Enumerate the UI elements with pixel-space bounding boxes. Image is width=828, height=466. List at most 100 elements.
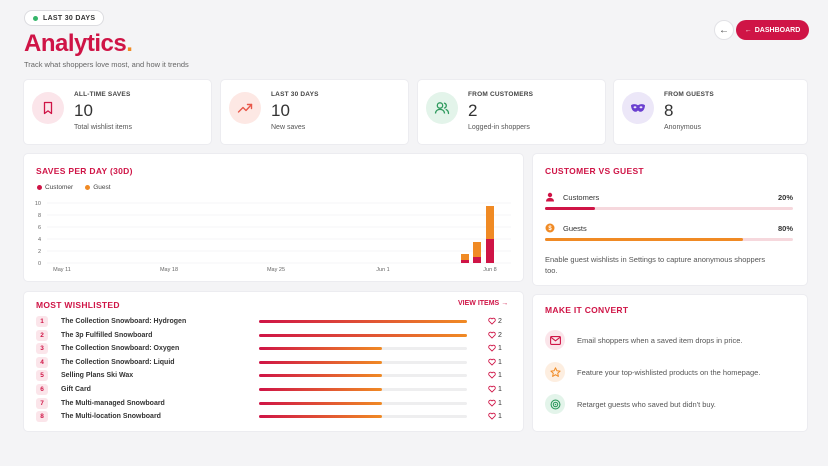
stat-card-guests: FROM GUESTS 8 Anonymous [614, 80, 807, 144]
rank-badge: 6 [36, 384, 48, 395]
product-name: Selling Plans Ski Wax [61, 372, 134, 380]
saves-chart: 0 2 4 6 8 10 May 11 May 18 May 25 Jun 1 Jun 8 [35, 201, 511, 273]
save-count: 2 [498, 331, 502, 339]
legend-label: Guest [93, 184, 111, 191]
save-count: 1 [498, 358, 502, 366]
users-icon [426, 92, 458, 124]
stat-label: ALL-TIME SAVES [74, 91, 131, 98]
y-tick-label: 10 [35, 201, 41, 207]
product-name: The Multi-location Snowboard [61, 413, 161, 421]
popularity-fill [259, 333, 467, 337]
x-tick-label: May 25 [267, 267, 285, 273]
popularity-track [259, 401, 467, 405]
customer-vs-guest-card: CUSTOMER VS GUEST Customers 20% $ Guests… [533, 154, 807, 285]
cvg-percent: 80% [777, 224, 793, 233]
popularity-track [259, 320, 467, 323]
list-item[interactable]: 2 The 3p Fulfilled Snowboard 2 [36, 329, 516, 342]
list-item[interactable]: 5 Selling Plans Ski Wax 1 [36, 370, 516, 382]
popularity-track [259, 415, 467, 419]
stat-card-last-30: LAST 30 DAYS 10 New saves [221, 80, 408, 144]
make-it-convert-title: MAKE IT CONVERT [545, 305, 629, 315]
dashboard-button-label: DASHBOARD [754, 26, 801, 34]
period-badge: LAST 30 DAYS [24, 10, 105, 26]
user-icon [546, 192, 554, 202]
heart-icon [488, 385, 496, 393]
list-item[interactable]: 6 Gift Card 1 [36, 384, 516, 396]
page-title: Analytics. [24, 30, 133, 58]
status-dot-icon [33, 15, 38, 21]
rank-badge: 4 [36, 356, 48, 368]
product-name: The 3p Fulfilled Snowboard [61, 331, 153, 339]
popularity-fill [259, 401, 382, 405]
dashboard-button[interactable]: ← DASHBOARD [736, 20, 809, 40]
popularity-fill [259, 347, 382, 351]
list-item[interactable]: 8 The Multi-location Snowboard 1 [36, 411, 516, 423]
saves-chart-title: SAVES PER DAY (30D) [36, 166, 133, 176]
cvg-fill-guests [545, 238, 744, 241]
x-tick-label: Jun 8 [483, 267, 496, 273]
make-it-convert-card: MAKE IT CONVERT Email shoppers when a sa… [533, 295, 807, 431]
saves-chart-card: SAVES PER DAY (30D) Customer Guest 0 2 4 6 8… [24, 154, 523, 281]
product-name: Gift Card [61, 386, 91, 393]
legend-label: Customer [45, 184, 74, 191]
stat-caption: New saves [271, 124, 306, 131]
view-items-link[interactable]: VIEW ITEMS → [458, 300, 508, 307]
stat-caption: Logged-in shoppers [468, 124, 530, 131]
stat-value: 8 [664, 101, 674, 120]
legend-item-guest: Guest [85, 184, 111, 191]
list-item[interactable]: 3 The Collection Snowboard: Oxygen 1 [36, 343, 516, 355]
target-icon [545, 394, 565, 414]
heart-icon [488, 413, 496, 420]
arrow-right-icon: → [501, 300, 509, 307]
save-count: 1 [498, 413, 502, 421]
tip-item: Email shoppers when a saved item drops i… [545, 330, 805, 350]
list-item[interactable]: 4 The Collection Snowboard: Liquid 1 [36, 356, 516, 369]
tip-text: Feature your top-wishlisted products on … [577, 368, 761, 377]
mail-icon [545, 330, 565, 350]
popularity-fill [259, 360, 382, 364]
product-name: The Collection Snowboard: Liquid [61, 358, 175, 366]
save-count: 1 [498, 372, 502, 380]
list-item[interactable]: 7 The Multi-managed Snowboard 1 [36, 397, 516, 410]
rank-badge: 8 [36, 411, 48, 423]
cvg-label: Customers [563, 193, 600, 202]
svg-text:$: $ [548, 226, 552, 232]
legend-swatch-icon [37, 185, 42, 190]
list-item[interactable]: 1 The Collection Snowboard: Hydrogen 2 [36, 316, 516, 328]
stat-card-all-time: ALL-TIME SAVES 10 Total wishlist items [24, 80, 211, 144]
heart-icon [488, 399, 496, 407]
rank-badge: 1 [36, 316, 48, 327]
bar-customer [473, 257, 481, 263]
popularity-track [259, 347, 467, 351]
coin-icon: $ [545, 223, 555, 233]
heart-icon [488, 358, 496, 366]
heart-icon [488, 372, 496, 379]
popularity-fill [259, 388, 382, 391]
save-count: 1 [498, 386, 502, 393]
product-name: The Collection Snowboard: Oxygen [61, 345, 180, 353]
page-title-text: Analytics [24, 30, 127, 57]
period-badge-label: LAST 30 DAYS [43, 14, 96, 22]
stat-value: 10 [74, 101, 93, 120]
arrow-left-icon: ← [744, 26, 752, 34]
tip-text: Email shoppers when a saved item drops i… [577, 336, 743, 345]
rank-badge: 2 [36, 329, 48, 341]
bar-customer [461, 260, 469, 263]
popularity-fill [259, 374, 382, 378]
back-button[interactable]: ← [714, 20, 734, 40]
popularity-fill [259, 415, 382, 419]
view-items-label: VIEW ITEMS [458, 300, 500, 307]
x-tick-label: Jun 1 [376, 267, 389, 273]
most-wishlisted-title: MOST WISHLISTED [36, 300, 120, 310]
popularity-track [259, 360, 467, 364]
stat-caption: Total wishlist items [74, 124, 132, 131]
x-tick-label: May 11 [53, 267, 71, 273]
y-tick-label: 4 [38, 237, 41, 243]
cvg-track [545, 238, 793, 241]
cvg-title: CUSTOMER VS GUEST [545, 166, 644, 176]
heart-icon [488, 331, 496, 339]
stat-value: 10 [271, 101, 290, 120]
bar-guest [461, 254, 469, 260]
popularity-track [259, 333, 467, 337]
bar-customer [486, 239, 494, 263]
